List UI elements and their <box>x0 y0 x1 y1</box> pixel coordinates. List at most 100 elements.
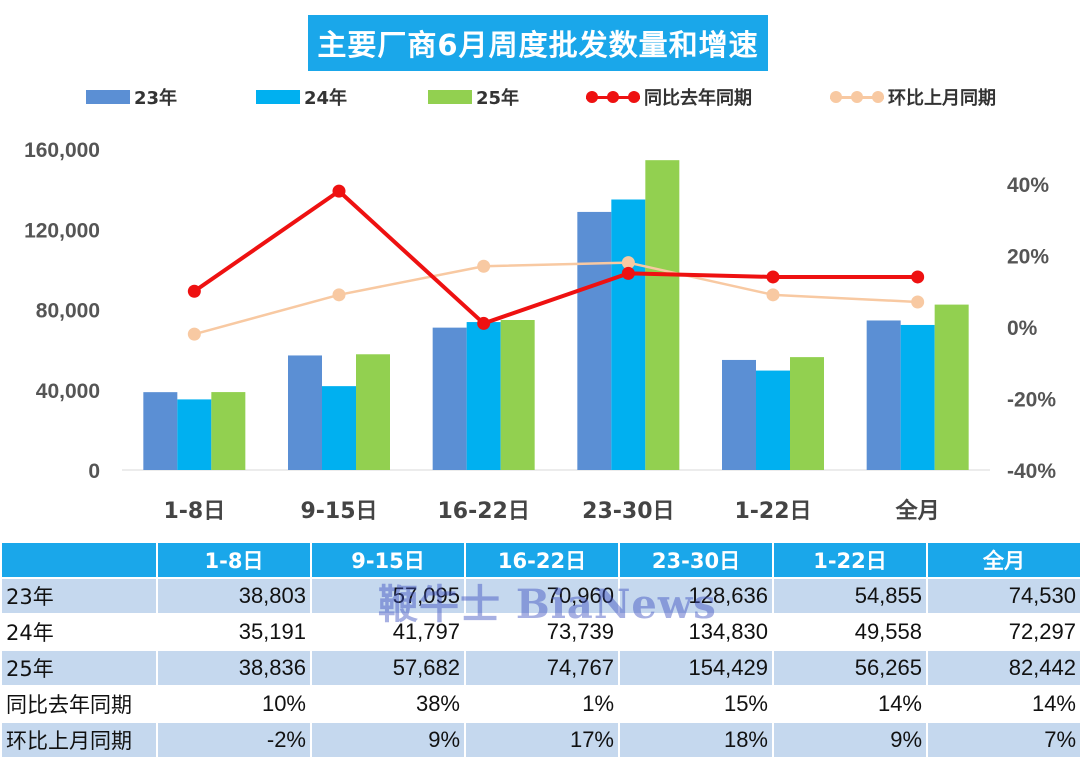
y-left-tick-label: 40,000 <box>36 380 100 403</box>
legend-item-24: 24年 <box>256 84 347 110</box>
table-header-cell: 16-22日 <box>464 541 620 579</box>
table-cell: 49,558 <box>772 613 928 651</box>
point-同比去年同期 <box>911 270 925 284</box>
legend-label-23: 23年 <box>134 88 178 109</box>
table-cell: 15% <box>618 685 774 723</box>
y-left-tick-label: 0 <box>88 460 100 483</box>
table-cell: 7% <box>926 721 1080 759</box>
table-header-cell <box>0 541 158 579</box>
table-cell: 38,836 <box>156 649 312 687</box>
bar-23年 <box>722 359 756 470</box>
legend-item-yoy: 同比去年同期 <box>586 84 752 110</box>
x-tick-label: 全月 <box>895 498 940 524</box>
table-row-label: 同比去年同期 <box>0 685 158 723</box>
x-tick-label: 1-8日 <box>163 499 225 524</box>
table-row-label: 23年 <box>0 577 158 615</box>
table-row: 23年 38,803 57,095 70,960 128,636 54,855 … <box>0 577 1080 615</box>
table-row: 同比去年同期 10% 38% 1% 15% 14% 14% <box>0 685 1080 723</box>
legend-swatch-23 <box>86 90 130 104</box>
legend-label-24: 24年 <box>304 88 348 109</box>
table-header-cell: 1-8日 <box>156 541 312 579</box>
table-header-cell: 23-30日 <box>618 541 774 579</box>
table-cell: 17% <box>464 721 620 759</box>
table-cell: 57,682 <box>310 649 466 687</box>
y-right-tick-label: 0% <box>1007 317 1038 340</box>
table-cell: 72,297 <box>926 613 1080 651</box>
y-right-tick-label: 40% <box>1007 174 1049 197</box>
table-cell: 14% <box>926 685 1080 723</box>
x-tick-label: 9-15日 <box>300 499 377 524</box>
table-header-cell: 1-22日 <box>772 541 928 579</box>
bar-23年 <box>143 392 178 470</box>
chart-title: 主要厂商6月周度批发数量和增速 <box>308 15 768 71</box>
table-row-label: 25年 <box>0 649 158 687</box>
bar-23年 <box>577 211 612 471</box>
table-cell: 74,530 <box>926 577 1080 615</box>
table-row: 25年 38,836 57,682 74,767 154,429 56,265 … <box>0 649 1080 687</box>
legend-swatch-yoy <box>586 88 640 106</box>
y-left-tick-label: 80,000 <box>36 300 100 323</box>
legend-swatch-mom <box>830 88 884 106</box>
y-left-tick-label: 160,000 <box>24 139 100 162</box>
table-header-cell: 9-15日 <box>310 541 466 579</box>
table-cell: 82,442 <box>926 649 1080 687</box>
point-环比上月同期 <box>766 288 780 302</box>
point-同比去年同期 <box>621 266 635 280</box>
x-tick-label: 1-22日 <box>734 499 811 524</box>
table-cell: 38,803 <box>156 577 312 615</box>
y-left-tick-label: 120,000 <box>24 219 100 242</box>
point-环比上月同期 <box>621 256 635 270</box>
table-cell: 134,830 <box>618 613 774 651</box>
bar-24年 <box>756 370 790 470</box>
bar-24年 <box>611 199 646 470</box>
table-header-cell: 全月 <box>926 541 1080 579</box>
table-row-label: 环比上月同期 <box>0 721 158 759</box>
y-right-tick-label: -40% <box>1007 460 1056 483</box>
line-同比去年同期 <box>193 189 918 326</box>
table-row-label: 24年 <box>0 613 158 651</box>
line-环比上月同期 <box>194 261 918 336</box>
bar-25年 <box>645 160 680 470</box>
y-right-tick-label: -20% <box>1007 389 1056 412</box>
bar-25年 <box>934 304 969 470</box>
bar-25年 <box>356 354 390 470</box>
table-row: 环比上月同期 -2% 9% 17% 18% 9% 7% <box>0 721 1080 759</box>
table-cell: 18% <box>618 721 774 759</box>
bar-23年 <box>866 320 901 470</box>
point-同比去年同期 <box>187 284 201 298</box>
point-同比去年同期 <box>477 316 491 330</box>
point-同比去年同期 <box>766 270 780 284</box>
chart-plot: 0 40,000 80,000 120,000 160,000 -40% -20% 0% 20%… <box>24 139 1056 524</box>
x-tick-label: 16-22日 <box>437 499 529 524</box>
table-header-row: 1-8日 9-15日 16-22日 23-30日 1-22日 全月 <box>0 541 1080 579</box>
table-cell: -2% <box>156 721 312 759</box>
bar-24年 <box>177 399 212 470</box>
legend-item-23: 23年 <box>86 84 177 110</box>
chart-area: 主要厂商6月周度批发数量和增速 23年 24年 25年 同比去年同期 环比上月同… <box>24 15 1056 524</box>
legend-swatch-24 <box>256 90 300 104</box>
table-cell: 57,095 <box>310 577 466 615</box>
table-cell: 9% <box>772 721 928 759</box>
table-cell: 14% <box>772 685 928 723</box>
x-tick-label: 23-30日 <box>582 499 674 524</box>
table-cell: 70,960 <box>464 577 620 615</box>
point-环比上月同期 <box>911 295 925 309</box>
bar-25年 <box>500 319 535 470</box>
table-cell: 41,797 <box>310 613 466 651</box>
table-cell: 154,429 <box>618 649 774 687</box>
point-环比上月同期 <box>332 288 346 302</box>
table-cell: 35,191 <box>156 613 312 651</box>
legend-swatch-25 <box>428 90 472 104</box>
bar-25年 <box>790 357 824 470</box>
point-同比去年同期 <box>332 184 346 198</box>
data-table: 1-8日 9-15日 16-22日 23-30日 1-22日 全月 23年 38… <box>0 541 1080 759</box>
table-cell: 56,265 <box>772 649 928 687</box>
table-cell: 10% <box>156 685 312 723</box>
legend-item-25: 25年 <box>428 84 519 110</box>
legend-label-yoy: 同比去年同期 <box>644 88 752 109</box>
bar-25年 <box>211 392 246 470</box>
bar-23年 <box>288 355 322 470</box>
bar-24年 <box>466 322 501 470</box>
point-环比上月同期 <box>187 327 201 341</box>
table-row: 24年 35,191 41,797 73,739 134,830 49,558 … <box>0 613 1080 651</box>
